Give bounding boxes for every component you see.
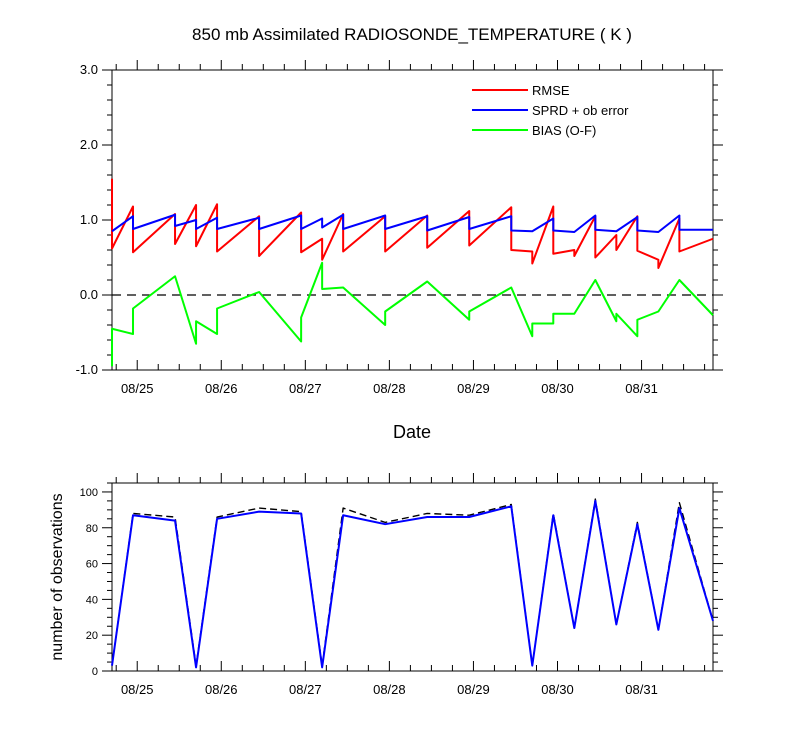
y-tick-label: 80 [86, 523, 98, 535]
x-tick-label: 08/27 [289, 682, 322, 697]
top-x-tick-labels: 08/25 08/26 08/27 08/28 08/29 08/30 08/31 [121, 381, 658, 396]
x-tick-label: 08/28 [373, 682, 406, 697]
top-y-tick-labels: -1.0 0.0 1.0 2.0 3.0 [76, 62, 98, 377]
y-tick-label: -1.0 [76, 362, 98, 377]
top-series [111, 178, 714, 367]
series-line-assimilated-observations [111, 499, 714, 669]
chart-title: 850 mb Assimilated RADIOSONDE_TEMPERATUR… [192, 25, 632, 44]
series-line-bias-o-f [111, 261, 714, 367]
x-tick-label: 08/31 [625, 381, 658, 396]
x-tick-label: 08/26 [205, 381, 238, 396]
bottom-ticks [102, 473, 723, 672]
x-tick-label: 08/29 [457, 381, 490, 396]
y-tick-label: 60 [86, 559, 98, 571]
series-line-rmse [111, 178, 714, 269]
x-tick-label: 08/30 [541, 381, 574, 396]
bottom-y-tick-labels: 0 20 40 60 80 100 [80, 487, 98, 678]
x-axis-label: Date [393, 422, 431, 442]
y-tick-label: 0.0 [80, 287, 98, 302]
x-tick-label: 08/28 [373, 381, 406, 396]
legend-label-sprd-ob-error: SPRD + ob error [532, 103, 629, 118]
x-tick-label: 08/30 [541, 682, 574, 697]
y-tick-label: 40 [86, 594, 98, 606]
bottom-plot-frame [111, 482, 714, 672]
y-axis-label: number of observations [49, 493, 66, 660]
top-panel: -1.00.01.02.03.0 08/25 08/26 08/27 08/28 08/… [76, 60, 723, 442]
y-tick-label: 1.0 [80, 212, 98, 227]
y-tick-label: 0 [92, 666, 98, 678]
x-tick-label: 08/27 [289, 381, 322, 396]
x-tick-label: 08/29 [457, 682, 490, 697]
x-tick-label: 08/31 [625, 682, 658, 697]
x-tick-label: 08/25 [121, 381, 154, 396]
y-tick-label: 3.0 [80, 62, 98, 77]
legend-label-bias-o-f: BIAS (O-F) [532, 123, 596, 138]
bottom-x-tick-labels: 08/25 08/26 08/27 08/28 08/29 08/30 08/31 [121, 682, 658, 697]
bottom-series [111, 498, 714, 669]
legend-label-rmse: RMSE [532, 83, 570, 98]
x-tick-label: 08/26 [205, 682, 238, 697]
series-line-total-observations [111, 498, 714, 667]
y-tick-label: 2.0 [80, 137, 98, 152]
series-line-sprd-ob-error [111, 213, 713, 233]
y-tick-label: 100 [80, 487, 98, 499]
x-tick-label: 08/25 [121, 682, 154, 697]
y-tick-label: 20 [86, 630, 98, 642]
legend: RMSE SPRD + ob error BIAS (O-F) [472, 83, 629, 138]
